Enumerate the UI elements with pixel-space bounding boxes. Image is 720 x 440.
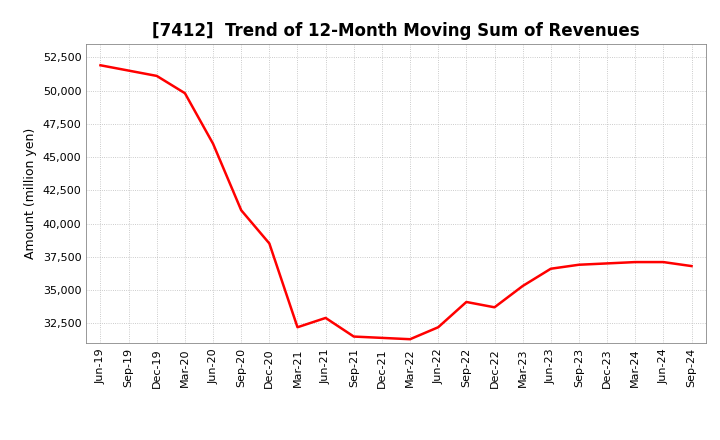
Y-axis label: Amount (million yen): Amount (million yen) <box>24 128 37 259</box>
Title: [7412]  Trend of 12-Month Moving Sum of Revenues: [7412] Trend of 12-Month Moving Sum of R… <box>152 22 640 40</box>
